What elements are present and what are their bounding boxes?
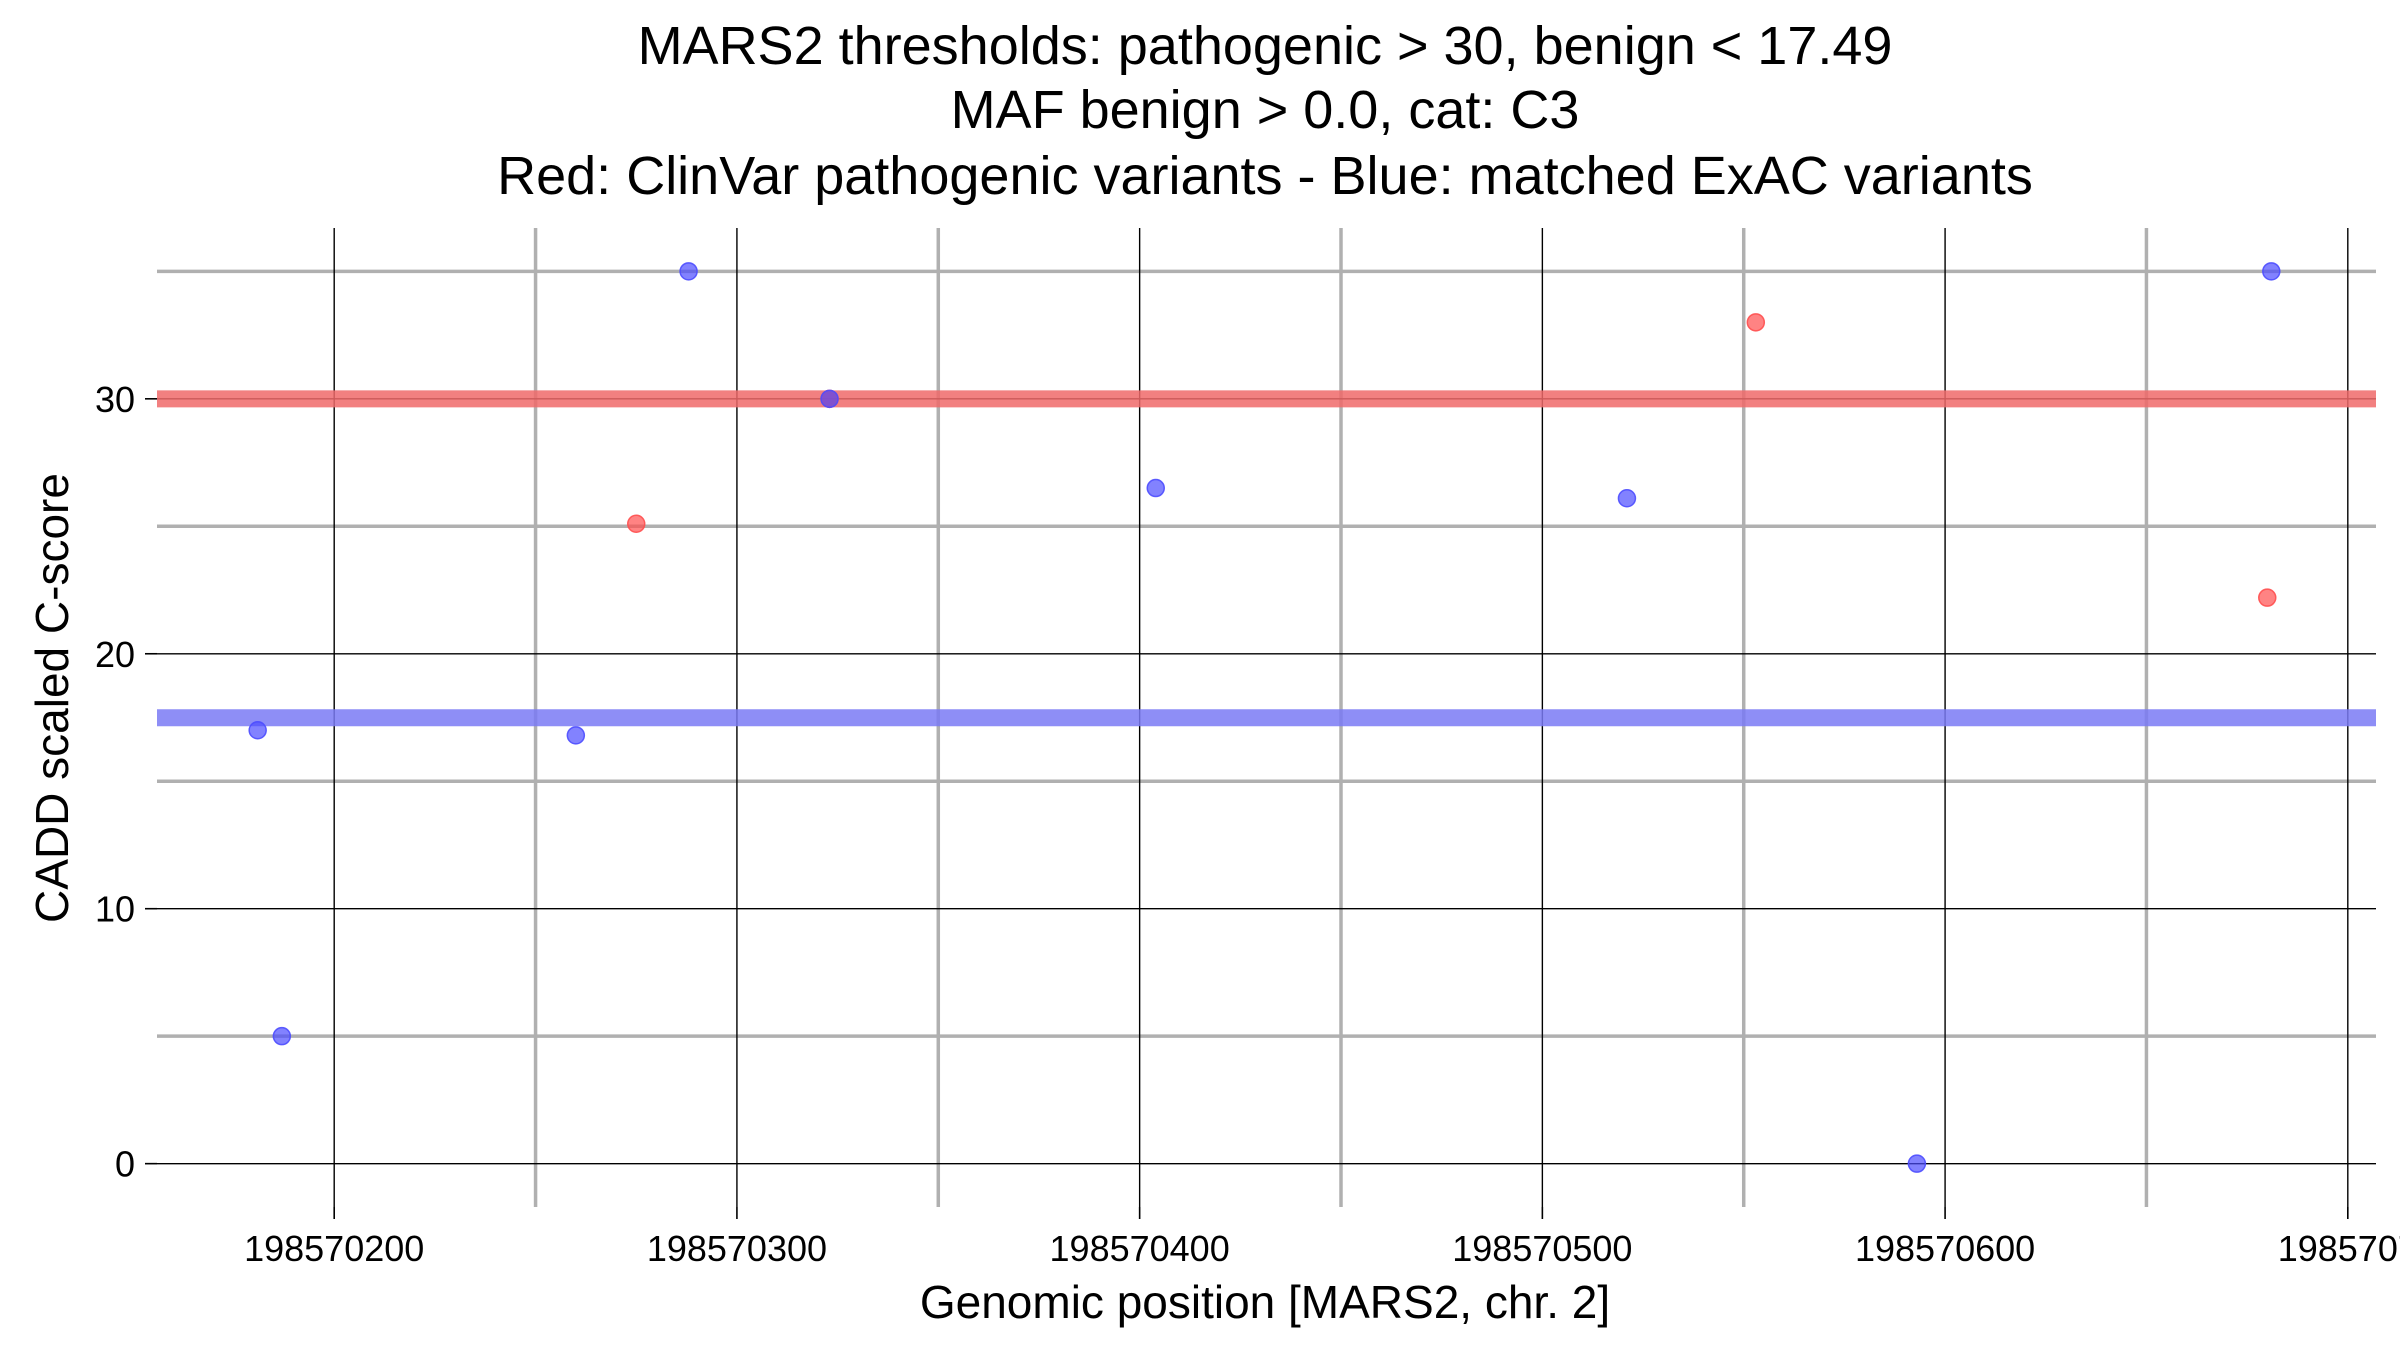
data-point-s1-0 xyxy=(248,720,267,740)
data-point-s1-1 xyxy=(272,1026,292,1046)
y-tick-label-1: 10 xyxy=(95,889,135,930)
data-point-s0-0 xyxy=(626,514,646,533)
x-tick-label-1: 198570300 xyxy=(647,1228,827,1269)
x-tick-label-2: 198570400 xyxy=(1050,1228,1230,1269)
x-axis-title: Genomic position [MARS2, chr. 2] xyxy=(920,1276,1610,1328)
x-tick-label-3: 198570500 xyxy=(1452,1228,1632,1269)
chart-title-line-1: MARS2 thresholds: pathogenic > 30, benig… xyxy=(638,16,1893,76)
tick-labels: 198570200 198570300 198570400 198570500 1985… xyxy=(95,379,2400,1269)
data-point-s0-3 xyxy=(2258,588,2277,607)
data-point-s1-7 xyxy=(1907,1154,1927,1173)
data-point-s1-2 xyxy=(566,726,586,745)
y-axis-title: CADD scaled C-score xyxy=(26,473,78,923)
y-tick-label-0: 0 xyxy=(115,1144,135,1185)
y-tick-label-2: 20 xyxy=(95,634,135,675)
threshold-lines xyxy=(157,390,2376,727)
data-point-s0-2 xyxy=(1746,313,1766,332)
x-tick-label-5: 1985707 xyxy=(2278,1228,2400,1269)
data-point-s1-4 xyxy=(820,389,839,409)
data-point-s1-3 xyxy=(679,262,698,281)
y-tick-label-3: 30 xyxy=(95,379,135,420)
chart-title-line-3: Red: ClinVar pathogenic variants - Blue:… xyxy=(497,146,2033,206)
data-point-s1-6 xyxy=(1617,488,1637,508)
chart-title-line-2: MAF benign > 0.0, cat: C3 xyxy=(951,80,1580,140)
axis-ticks xyxy=(145,398,2349,1219)
x-tick-label-0: 198570200 xyxy=(244,1228,424,1269)
data-point-s1-5 xyxy=(1146,478,1166,498)
data-point-s1-8 xyxy=(2262,262,2281,281)
x-tick-label-4: 198570600 xyxy=(1855,1228,2035,1269)
data-points xyxy=(248,262,2281,1173)
